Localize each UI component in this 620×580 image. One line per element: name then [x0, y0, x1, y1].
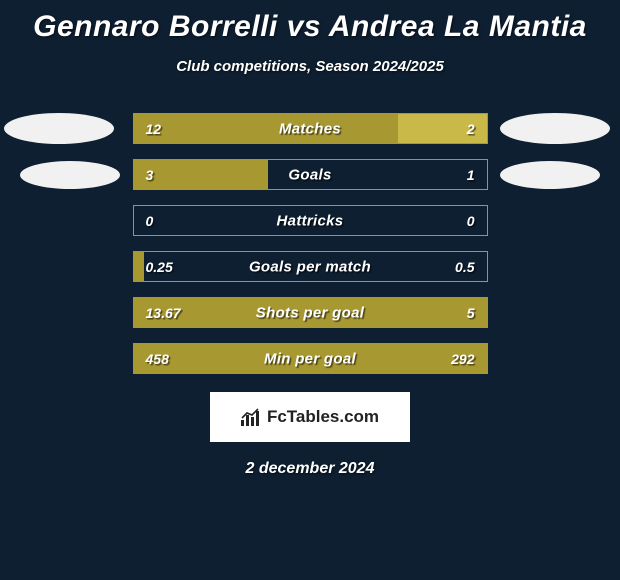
stat-row: Min per goal458 292: [133, 343, 488, 374]
stat-value-right: 2: [467, 121, 475, 137]
stat-row: Goals3 1: [133, 159, 488, 190]
stat-label: Matches: [134, 120, 487, 137]
stat-value-right: 1: [467, 167, 475, 183]
stat-value-left: 3: [146, 167, 154, 183]
stat-row: Hattricks0 0: [133, 205, 488, 236]
player-right-avatar-1: [500, 113, 610, 144]
stat-row: Matches12 2: [133, 113, 488, 144]
stat-value-left: 458: [146, 351, 169, 367]
stat-label: Shots per goal: [134, 304, 487, 321]
stat-value-left: 0.25: [146, 259, 173, 275]
logo-box: FcTables.com: [210, 392, 410, 442]
stat-value-left: 0: [146, 213, 154, 229]
player-right-avatar-2: [500, 161, 600, 189]
fctables-icon: [241, 407, 263, 427]
comparison-chart: Matches12 2 Goals3 1 Hattricks0 0 Goals per ma…: [0, 113, 620, 374]
stat-row: Goals per match0.25 0.5: [133, 251, 488, 282]
logo-text: FcTables.com: [267, 407, 379, 427]
stat-value-left: 12: [146, 121, 162, 137]
stat-value-left: 13.67: [146, 305, 181, 321]
page-title: Gennaro Borrelli vs Andrea La Mantia: [0, 0, 620, 44]
stat-value-right: 5: [467, 305, 475, 321]
stat-label: Goals per match: [134, 258, 487, 275]
stat-label: Goals: [134, 166, 487, 183]
player-left-avatar-2: [20, 161, 120, 189]
stat-row: Shots per goal13.67 5: [133, 297, 488, 328]
stat-label: Min per goal: [134, 350, 487, 367]
stat-value-right: 0.5: [455, 259, 474, 275]
stat-bars-container: Matches12 2 Goals3 1 Hattricks0 0 Goals per ma…: [133, 113, 488, 374]
stat-label: Hattricks: [134, 212, 487, 229]
player-left-avatar-1: [4, 113, 114, 144]
date-label: 2 december 2024: [0, 460, 620, 478]
stat-value-right: 292: [451, 351, 474, 367]
subtitle: Club competitions, Season 2024/2025: [0, 58, 620, 75]
stat-value-right: 0: [467, 213, 475, 229]
